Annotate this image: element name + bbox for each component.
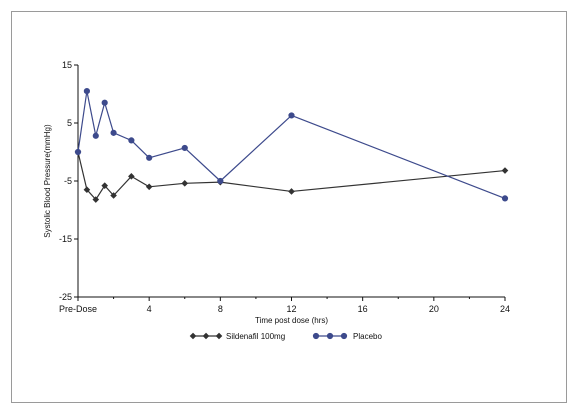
legend-swatch-marker [312, 332, 320, 340]
data-point [128, 137, 135, 144]
axes [77, 65, 505, 298]
data-point [110, 192, 117, 199]
legend-swatch-marker [215, 332, 223, 340]
data-point [83, 186, 91, 194]
x-tick-label: 8 [218, 304, 223, 314]
data-point [101, 182, 108, 189]
legend-item: Placebo [312, 332, 382, 341]
legend-swatch-marker [189, 332, 197, 340]
legend-item: Sildenafil 100mg [189, 332, 285, 341]
legend-swatch-marker [202, 332, 210, 340]
x-tick-label: 4 [147, 304, 152, 314]
data-point [128, 173, 135, 180]
x-tick-label: Pre-Dose [59, 304, 97, 314]
data-point [217, 177, 224, 185]
x-axis-label: Time post dose (hrs) [255, 316, 328, 325]
data-point [288, 188, 295, 195]
legend-swatch-marker [326, 332, 334, 340]
data-point [92, 196, 100, 203]
series-layer [74, 88, 509, 203]
data-point [501, 195, 509, 202]
y-tick-label: 5 [67, 118, 72, 128]
chart-frame [11, 11, 567, 403]
x-tick-label: 16 [358, 304, 368, 314]
y-ticks: 15 5 -5 -15 -25 [59, 60, 78, 302]
y-tick-label: -15 [59, 234, 72, 244]
data-point [145, 183, 153, 191]
data-point [74, 148, 82, 156]
data-point [501, 167, 509, 174]
x-tick-label: 20 [429, 304, 439, 314]
data-point [181, 144, 188, 152]
y-tick-label: -25 [59, 292, 72, 302]
data-point [146, 154, 153, 161]
series-sildenafil [74, 148, 509, 203]
legend-label: Placebo [353, 332, 382, 341]
series-placebo [74, 88, 509, 202]
data-point [110, 129, 117, 136]
y-axis-label: Systolic Blood Pressure(mmHg) [43, 124, 52, 238]
x-tick-label: 24 [500, 304, 510, 314]
x-ticks: Pre-Dose 4 8 12 16 20 24 [59, 297, 510, 314]
y-tick-label: 15 [62, 60, 72, 70]
data-point [83, 88, 90, 95]
data-point [92, 132, 99, 139]
legend: Sildenafil 100mg Placebo [189, 332, 382, 341]
x-tick-label: 12 [286, 304, 296, 314]
data-point [181, 180, 189, 187]
y-tick-label: -5 [64, 176, 72, 186]
data-point [101, 99, 108, 106]
legend-swatch-marker [340, 332, 348, 340]
data-point [288, 112, 295, 119]
legend-label: Sildenafil 100mg [226, 332, 285, 341]
